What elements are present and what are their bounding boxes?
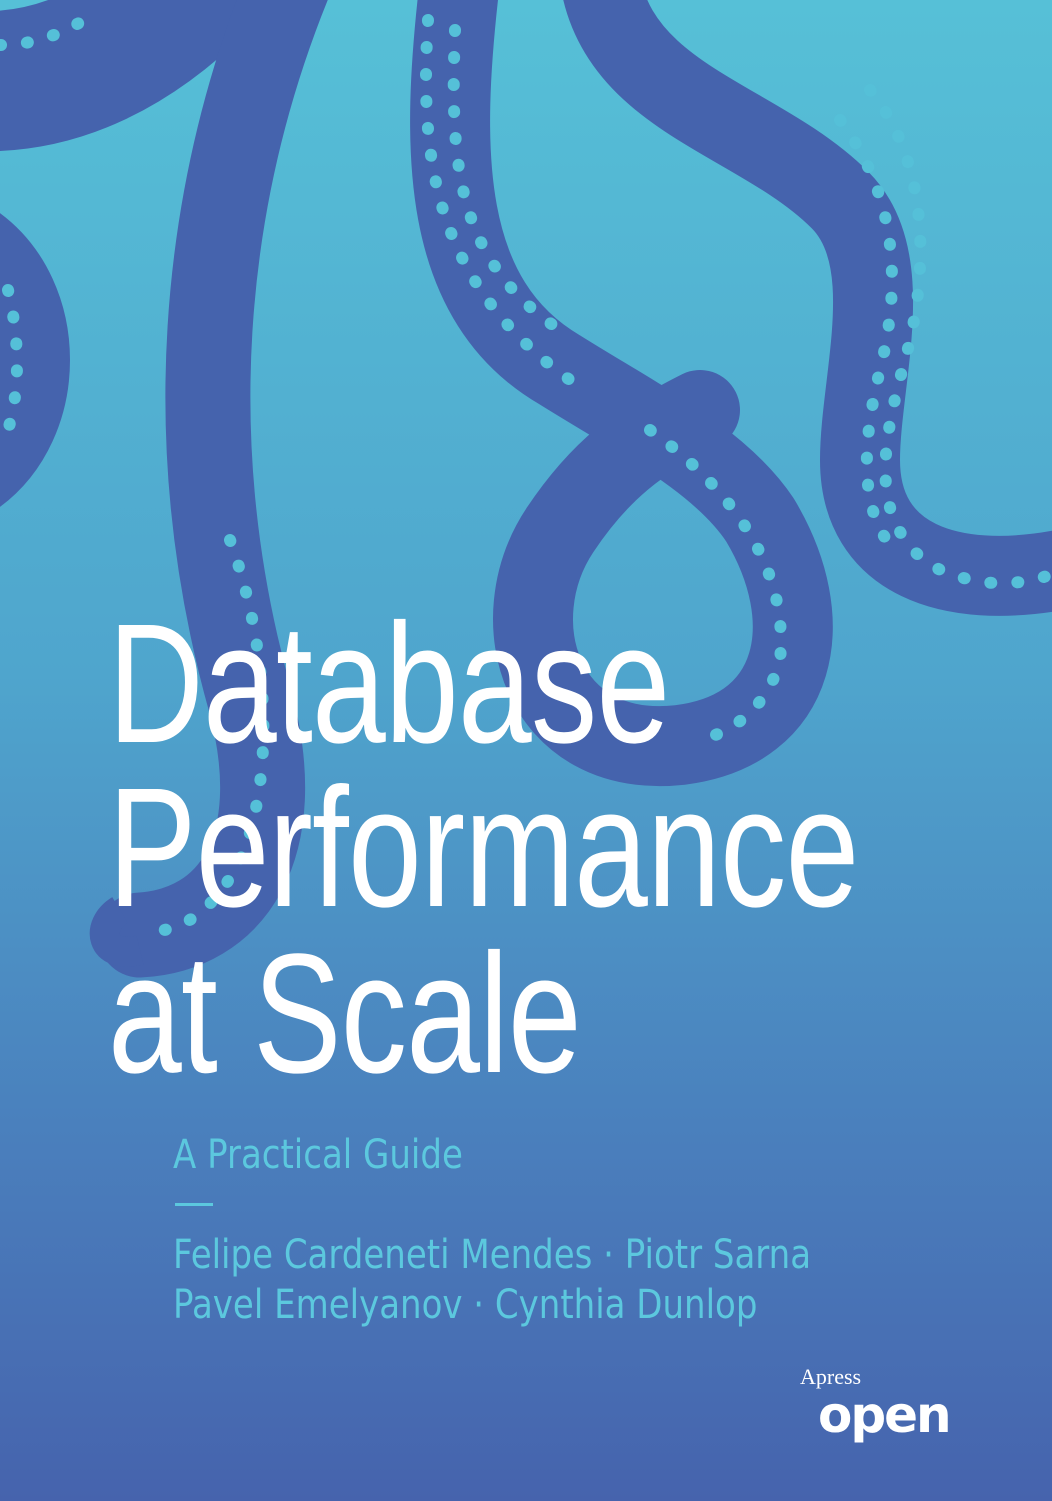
divider (175, 1203, 213, 1206)
logo-open: open (818, 1386, 952, 1444)
title-line-1: Database (108, 589, 670, 779)
tentacle-curl-tip (89, 897, 144, 967)
tentacle-top-left (0, 0, 267, 151)
suckers-center-c (644, 424, 787, 746)
tentacle-center (410, 0, 833, 787)
logo-apress: Apress (800, 1364, 862, 1389)
authors-line-1: Felipe Cardeneti Mendes · Piotr Sarna (173, 1232, 812, 1278)
tentacle-long-left (97, 0, 328, 978)
suckers-right-b (834, 114, 906, 561)
suckers-center-b (447, 24, 566, 336)
tentacle-left-edge (0, 213, 70, 507)
title-line-2: Performance (108, 753, 859, 943)
title-line-3: at Scale (108, 919, 582, 1109)
authors-line-2: Pavel Emelyanov · Cynthia Dunlop (173, 1282, 758, 1328)
apress-open-logo: Apress open (800, 1366, 970, 1446)
suckers-center-a (420, 14, 576, 386)
suckers-right-a (864, 84, 1052, 590)
suckers-top-left (0, 4, 106, 51)
subtitle: A Practical Guide (173, 1132, 463, 1178)
tentacle-right (563, 0, 1052, 616)
